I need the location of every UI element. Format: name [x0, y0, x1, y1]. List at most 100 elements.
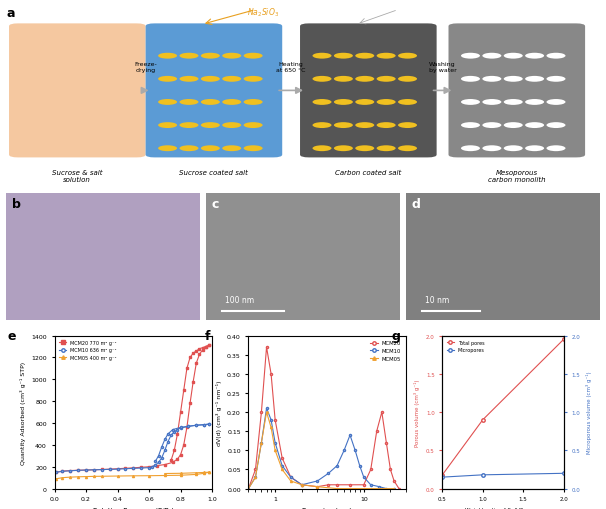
- Text: a: a: [6, 7, 15, 20]
- Text: b: b: [12, 197, 21, 210]
- Total pores: [439, 472, 446, 478]
- Circle shape: [158, 53, 177, 60]
- Circle shape: [398, 100, 417, 106]
- Circle shape: [179, 100, 199, 106]
- X-axis label: Pore size (nm): Pore size (nm): [302, 507, 352, 509]
- Circle shape: [313, 146, 331, 152]
- Circle shape: [482, 100, 501, 106]
- Circle shape: [179, 53, 199, 60]
- FancyBboxPatch shape: [300, 24, 436, 158]
- Text: Sucrose & salt
solution: Sucrose & salt solution: [52, 170, 102, 183]
- Circle shape: [355, 100, 375, 106]
- Text: e: e: [7, 330, 16, 343]
- Circle shape: [201, 53, 220, 60]
- Y-axis label: Microporous volume (cm³ g⁻¹): Microporous volume (cm³ g⁻¹): [585, 371, 591, 454]
- Circle shape: [201, 146, 220, 152]
- Circle shape: [179, 77, 199, 82]
- Circle shape: [355, 53, 375, 60]
- Circle shape: [313, 77, 331, 82]
- Circle shape: [377, 123, 396, 129]
- Circle shape: [504, 77, 523, 82]
- Text: Sucrose coated salt: Sucrose coated salt: [179, 170, 248, 176]
- Circle shape: [482, 123, 501, 129]
- Circle shape: [398, 77, 417, 82]
- X-axis label: Weight ratio of Salt/Sucrose: Weight ratio of Salt/Sucrose: [465, 507, 541, 509]
- Circle shape: [547, 100, 565, 106]
- Circle shape: [525, 123, 544, 129]
- Text: f: f: [204, 330, 210, 343]
- Circle shape: [158, 146, 177, 152]
- Circle shape: [334, 100, 353, 106]
- Text: 10 nm: 10 nm: [425, 295, 450, 304]
- Circle shape: [482, 53, 501, 60]
- Circle shape: [313, 53, 331, 60]
- Circle shape: [201, 77, 220, 82]
- Circle shape: [482, 146, 501, 152]
- FancyBboxPatch shape: [145, 24, 282, 158]
- Circle shape: [201, 123, 220, 129]
- Circle shape: [482, 77, 501, 82]
- Circle shape: [525, 100, 544, 106]
- Circle shape: [222, 146, 241, 152]
- Micropores: [479, 472, 487, 478]
- Circle shape: [179, 123, 199, 129]
- Micropores: [439, 474, 446, 480]
- Circle shape: [398, 53, 417, 60]
- Text: g: g: [391, 330, 401, 343]
- Circle shape: [504, 53, 523, 60]
- Circle shape: [158, 100, 177, 106]
- Micropores: [560, 470, 567, 476]
- Circle shape: [222, 53, 241, 60]
- Circle shape: [504, 123, 523, 129]
- Circle shape: [201, 100, 220, 106]
- Circle shape: [158, 77, 177, 82]
- Circle shape: [244, 100, 262, 106]
- FancyBboxPatch shape: [448, 24, 585, 158]
- Circle shape: [244, 77, 262, 82]
- Circle shape: [525, 77, 544, 82]
- FancyBboxPatch shape: [9, 24, 145, 158]
- Text: 100 nm: 100 nm: [225, 295, 255, 304]
- Circle shape: [461, 146, 480, 152]
- Circle shape: [377, 146, 396, 152]
- Circle shape: [525, 53, 544, 60]
- Text: Carbon coated salt: Carbon coated salt: [335, 170, 401, 176]
- Text: Mesoporous
carbon monolith: Mesoporous carbon monolith: [488, 170, 545, 183]
- Circle shape: [377, 53, 396, 60]
- Circle shape: [244, 146, 262, 152]
- Circle shape: [547, 146, 565, 152]
- Circle shape: [334, 123, 353, 129]
- Circle shape: [547, 123, 565, 129]
- Circle shape: [313, 100, 331, 106]
- Total pores: [560, 337, 567, 343]
- Text: Heating
at 650 °C: Heating at 650 °C: [276, 62, 306, 73]
- Y-axis label: dV(d) (cm³ g⁻¹ nm⁻¹): dV(d) (cm³ g⁻¹ nm⁻¹): [216, 380, 222, 445]
- Y-axis label: Porous volume (cm³ g⁻¹): Porous volume (cm³ g⁻¹): [415, 379, 421, 446]
- Text: Na$_2$SiO$_3$: Na$_2$SiO$_3$: [247, 7, 279, 19]
- Circle shape: [525, 146, 544, 152]
- Total pores: [479, 417, 487, 423]
- Circle shape: [461, 100, 480, 106]
- Circle shape: [244, 123, 262, 129]
- Circle shape: [355, 77, 375, 82]
- Circle shape: [377, 77, 396, 82]
- Circle shape: [222, 77, 241, 82]
- Circle shape: [158, 123, 177, 129]
- Circle shape: [504, 100, 523, 106]
- Legend: MCM20 770 m² g⁻¹, MCM10 636 m² g⁻¹, MCM05 400 m² g⁻¹: MCM20 770 m² g⁻¹, MCM10 636 m² g⁻¹, MCM0…: [57, 338, 119, 362]
- Line: Micropores: Micropores: [441, 472, 565, 479]
- Circle shape: [222, 100, 241, 106]
- Text: Washing
by water: Washing by water: [428, 62, 456, 73]
- Circle shape: [398, 123, 417, 129]
- Text: c: c: [212, 197, 219, 210]
- Text: Freeze-
drying: Freeze- drying: [135, 62, 157, 73]
- Circle shape: [461, 77, 480, 82]
- Circle shape: [179, 146, 199, 152]
- Circle shape: [398, 146, 417, 152]
- Circle shape: [355, 123, 375, 129]
- Circle shape: [461, 53, 480, 60]
- Circle shape: [222, 123, 241, 129]
- Circle shape: [547, 77, 565, 82]
- Circle shape: [504, 146, 523, 152]
- Text: d: d: [412, 197, 421, 210]
